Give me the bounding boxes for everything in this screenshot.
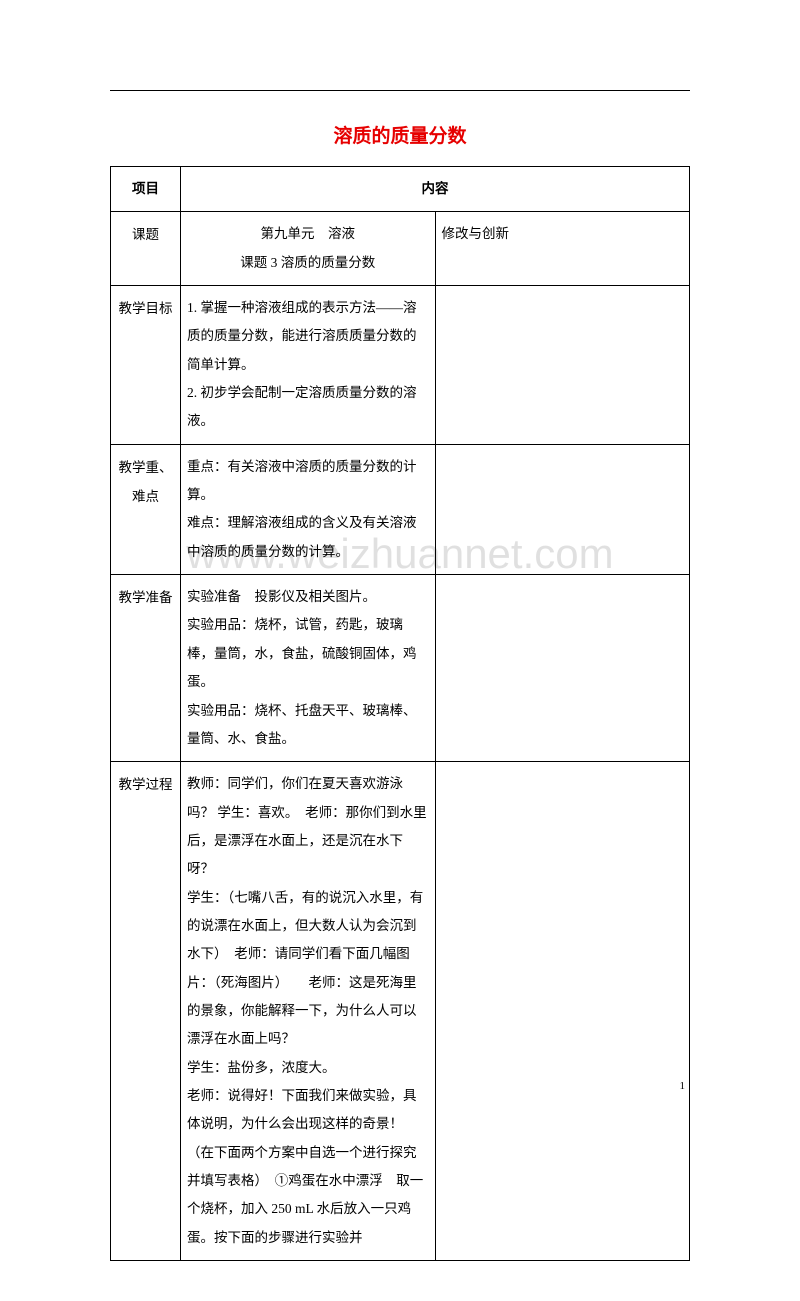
- cell-topic-note: 修改与创新: [435, 212, 690, 286]
- header-project: 项目: [111, 167, 181, 212]
- label-preparation: 教学准备: [111, 575, 181, 762]
- cell-objective-note: [435, 286, 690, 445]
- page-number: 1: [680, 1080, 686, 1092]
- cell-keypoints-note: [435, 444, 690, 574]
- cell-process-note: [435, 762, 690, 1261]
- label-objective: 教学目标: [111, 286, 181, 445]
- label-keypoints: 教学重、难点: [111, 444, 181, 574]
- cell-process: 教师：同学们，你们在夏天喜欢游泳吗？ 学生：喜欢。 老师：那你们到水里后，是漂浮…: [181, 762, 436, 1261]
- cell-preparation-note: [435, 575, 690, 762]
- cell-preparation: 实验准备 投影仪及相关图片。实验用品：烧杯，试管，药匙，玻璃棒，量筒，水，食盐，…: [181, 575, 436, 762]
- label-topic: 课题: [111, 212, 181, 286]
- cell-objective: 1. 掌握一种溶液组成的表示方法——溶质的质量分数，能进行溶质质量分数的简单计算…: [181, 286, 436, 445]
- label-process: 教学过程: [111, 762, 181, 1261]
- cell-keypoints: 重点：有关溶液中溶质的质量分数的计算。难点：理解溶液组成的含义及有关溶液中溶质的…: [181, 444, 436, 574]
- lesson-plan-table: 项目 内容 课题 第九单元 溶液课题 3 溶质的质量分数 修改与创新 教学目标 …: [110, 166, 690, 1261]
- cell-topic: 第九单元 溶液课题 3 溶质的质量分数: [181, 212, 436, 286]
- header-content: 内容: [181, 167, 690, 212]
- top-rule: [110, 90, 690, 91]
- document-title: 溶质的质量分数: [110, 121, 690, 148]
